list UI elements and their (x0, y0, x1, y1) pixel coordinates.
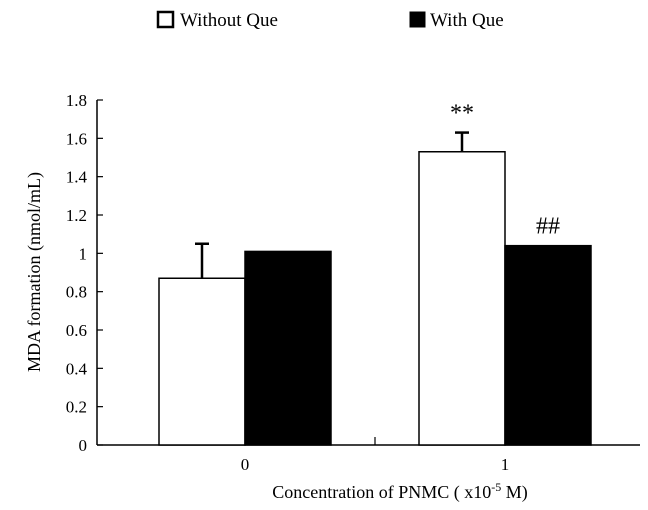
x-axis-label: Concentration of PNMC ( x10-5 M) (272, 480, 527, 503)
bar-without-que-cat-1 (418, 151, 506, 446)
x-axis-label-prefix: Concentration of PNMC ( x10 (272, 482, 491, 503)
significance-marker: ## (536, 214, 560, 240)
y-tick-label: 0.6 (66, 321, 87, 340)
bar-with-que-cat-1 (504, 244, 592, 446)
legend-label-with-que: With Que (430, 10, 504, 31)
significance-marker: ** (450, 101, 474, 127)
bar-with-que-cat-0 (244, 250, 332, 446)
x-axis-label-exponent: -5 (491, 480, 501, 494)
annotations: ** ## (450, 101, 560, 240)
x-axis-label-suffix: M) (501, 482, 528, 503)
y-tick-label: 0 (79, 436, 88, 455)
legend: Without Que With Que (156, 10, 504, 31)
y-tick-label: 0.2 (66, 398, 87, 417)
y-tick-label: 0.4 (66, 359, 88, 378)
y-tick-label: 1.8 (66, 91, 87, 110)
legend-label-without-que: Without Que (180, 10, 278, 31)
legend-swatch-with-que (409, 11, 426, 28)
y-tick-label: 0.8 (66, 283, 87, 302)
legend-swatch-without-que (156, 10, 175, 29)
axes: 0 0.2 0.4 0.6 0.8 1 1.2 1.4 1.6 1.8 0 1 (66, 91, 640, 474)
y-tick-label: 1 (79, 244, 88, 263)
y-axis-label: MDA formation (nmol/mL) (24, 172, 45, 372)
error-bars (195, 131, 469, 279)
x-tick-label: 0 (241, 455, 250, 474)
bar-without-que-cat-0 (158, 277, 246, 446)
x-tick-label: 1 (501, 455, 510, 474)
y-tick-label: 1.2 (66, 206, 87, 225)
bars (158, 151, 592, 446)
y-tick-label: 1.6 (66, 129, 87, 148)
y-tick-label: 1.4 (66, 168, 88, 187)
